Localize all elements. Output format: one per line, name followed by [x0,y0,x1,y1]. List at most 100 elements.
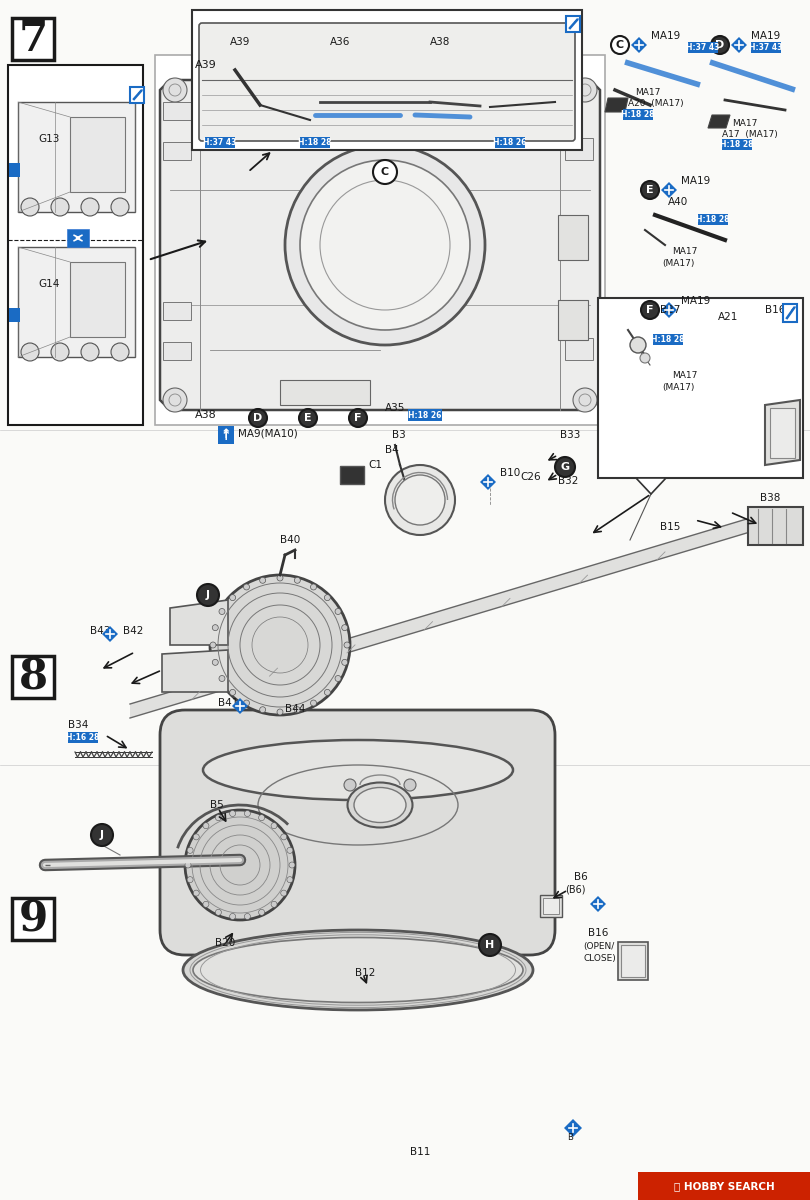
Bar [155,55,605,425]
Circle shape [219,608,225,614]
Polygon shape [631,37,647,53]
Text: B27: B27 [660,305,680,314]
Text: 9: 9 [19,898,48,940]
Circle shape [385,464,455,535]
Circle shape [244,584,249,590]
Circle shape [285,145,485,346]
Circle shape [342,625,347,631]
Polygon shape [18,247,135,358]
Text: A38: A38 [195,410,217,420]
Text: B34: B34 [68,720,88,730]
Circle shape [395,475,445,526]
Circle shape [212,659,218,665]
Circle shape [185,810,295,920]
Text: (MA17): (MA17) [662,383,694,392]
Bar [163,142,191,160]
Text: B42: B42 [123,626,143,636]
Text: (MA17): (MA17) [662,259,694,268]
Circle shape [219,676,225,682]
Circle shape [210,642,216,648]
Text: H:18 26: H:18 26 [493,138,526,146]
Text: H:18 28: H:18 28 [298,138,332,146]
FancyBboxPatch shape [160,710,555,955]
Text: G13: G13 [38,134,59,144]
Bar [218,426,234,442]
Bar [618,942,648,980]
Circle shape [210,575,350,715]
Bar [748,506,803,545]
Circle shape [229,595,236,601]
Text: MA17: MA17 [732,119,757,128]
Bar [9,163,20,176]
Text: H:18 28: H:18 28 [697,215,730,224]
Ellipse shape [354,787,406,822]
Bar [192,10,582,150]
Bar [340,466,364,484]
Text: MA19: MA19 [681,176,710,186]
FancyBboxPatch shape [199,23,575,140]
Circle shape [277,575,283,581]
Bar [9,308,20,322]
Circle shape [711,36,729,54]
Text: MA19: MA19 [681,296,710,306]
Text: D: D [254,413,262,422]
Text: B44: B44 [285,704,305,714]
Text: C1: C1 [368,460,382,470]
Circle shape [630,337,646,353]
Circle shape [324,689,330,695]
Text: B33: B33 [560,430,581,440]
Circle shape [215,815,221,821]
Circle shape [185,862,191,868]
Polygon shape [232,698,248,714]
Text: F: F [354,413,362,422]
Bar [540,895,562,917]
Circle shape [203,901,209,907]
Circle shape [641,301,659,319]
Text: H:37 43: H:37 43 [686,43,720,52]
Text: (OPEN/: (OPEN/ [583,942,614,950]
Bar [330,98,348,110]
Bar [623,109,653,120]
Circle shape [111,198,129,216]
Text: (B6): (B6) [565,884,586,894]
Ellipse shape [203,740,513,800]
Circle shape [245,810,250,816]
Circle shape [203,823,209,829]
Bar [783,304,797,322]
Circle shape [111,343,129,361]
Circle shape [287,847,293,853]
Bar [558,300,588,340]
Circle shape [281,890,287,896]
Text: B11: B11 [410,1147,430,1157]
Text: MA17: MA17 [672,247,697,256]
Polygon shape [661,182,677,198]
Polygon shape [102,626,118,642]
Circle shape [215,910,221,916]
Circle shape [194,834,199,840]
Polygon shape [160,80,600,410]
Bar [688,42,718,53]
Circle shape [277,709,283,715]
Text: B43: B43 [90,626,110,636]
Text: MA19: MA19 [651,31,680,41]
Text: B6: B6 [574,872,588,882]
Circle shape [163,78,187,102]
Text: B: B [567,1133,573,1142]
Text: B4: B4 [385,445,399,455]
Polygon shape [605,98,628,112]
Text: ⓘ HOBBY SEARCH: ⓘ HOBBY SEARCH [674,1181,774,1190]
Circle shape [641,181,659,199]
Text: B38: B38 [760,493,780,503]
Text: H:37 43: H:37 43 [203,138,237,146]
Circle shape [335,608,341,614]
Text: H: H [485,940,495,950]
Text: B16: B16 [588,928,608,938]
Circle shape [21,343,39,361]
Text: B3: B3 [392,430,406,440]
Polygon shape [18,102,135,212]
Text: B12: B12 [355,968,375,978]
Bar [543,898,559,914]
Bar [12,18,54,60]
Circle shape [229,689,236,695]
Text: 8: 8 [19,656,48,698]
